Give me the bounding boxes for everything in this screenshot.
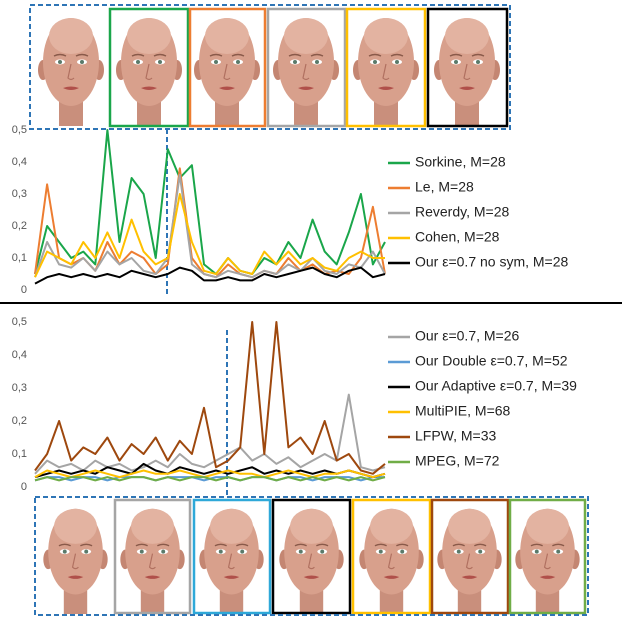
y-tick-label: 0,2 — [12, 220, 27, 232]
face — [273, 18, 339, 126]
face — [434, 18, 500, 126]
face — [359, 509, 423, 614]
legend-label: Our Double ε=0.7, M=52 — [415, 353, 568, 369]
legend-label: Our Adaptive ε=0.7, M=39 — [415, 378, 577, 394]
series-line — [35, 194, 385, 277]
series-line — [35, 175, 385, 277]
series-line — [35, 322, 385, 474]
face — [515, 509, 579, 614]
y-tick-label: 0,3 — [12, 188, 27, 200]
legend-label: LFPW, M=33 — [415, 428, 497, 444]
y-tick-label: 0,4 — [12, 349, 27, 361]
y-tick-label: 0,1 — [12, 252, 27, 264]
y-tick-label: 0,3 — [12, 382, 27, 394]
y-tick-label: 0,4 — [12, 156, 27, 168]
face — [38, 18, 104, 126]
y-tick-label: 0,5 — [12, 124, 27, 136]
legend-label: MPEG, M=72 — [415, 453, 500, 469]
series-line — [35, 130, 385, 274]
face — [194, 18, 260, 126]
top-faces — [30, 5, 510, 129]
face — [116, 18, 182, 126]
face — [437, 509, 501, 614]
series-line — [35, 477, 385, 480]
face — [279, 509, 343, 614]
bottom-faces — [35, 497, 588, 615]
legend-label: Le, M=28 — [415, 179, 474, 195]
legend-label: Reverdy, M=28 — [415, 204, 509, 220]
y-tick-label: 0 — [21, 284, 27, 296]
legend-label: Cohen, M=28 — [415, 229, 500, 245]
figure: 0 0,1 0,2 0,3 0,4 0,5 Sorkine, M=28 Le, M=28 Rev… — [0, 0, 622, 618]
y-tick-label: 0,1 — [12, 448, 27, 460]
face — [353, 18, 419, 126]
y-tick-label: 0,2 — [12, 415, 27, 427]
legend-label: Sorkine, M=28 — [415, 154, 506, 170]
y-tick-label: 0 — [21, 481, 27, 493]
face — [120, 509, 184, 614]
face — [199, 509, 263, 614]
y-tick-label: 0,5 — [12, 316, 27, 328]
legend-label: MultiPIE, M=68 — [415, 403, 511, 419]
legend-label: Our ε=0.7, M=26 — [415, 328, 520, 344]
face — [43, 509, 107, 614]
legend-label: Our ε=0.7 no sym, M=28 — [415, 254, 569, 270]
